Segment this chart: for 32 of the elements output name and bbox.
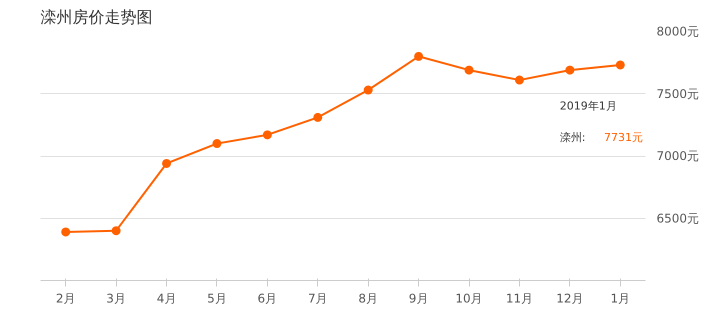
x-tick-label: 12月 bbox=[556, 292, 584, 306]
point bbox=[514, 76, 524, 85]
annotation: 滦州: bbox=[560, 130, 586, 144]
chart-title: 滦州房价走势图 bbox=[40, 8, 152, 26]
point bbox=[313, 112, 322, 122]
x-tick-label: 3月 bbox=[106, 292, 126, 306]
x-tick-label: 6月 bbox=[258, 292, 278, 306]
point bbox=[61, 227, 70, 236]
point bbox=[364, 86, 373, 95]
x-tick-label: 2月 bbox=[56, 292, 76, 306]
point bbox=[464, 66, 474, 75]
x-tick-label: 9月 bbox=[408, 292, 428, 306]
x-tick-label: 10月 bbox=[455, 292, 483, 306]
point bbox=[212, 139, 222, 148]
x-tick-label: 5月 bbox=[207, 292, 227, 306]
point bbox=[565, 66, 574, 75]
y-tick-label: 7000元 bbox=[656, 149, 700, 163]
x-tick-label: 1月 bbox=[610, 292, 630, 306]
point bbox=[616, 60, 625, 70]
annotation: 7731元 bbox=[604, 130, 643, 144]
point bbox=[162, 158, 172, 168]
x-tick-label: 4月 bbox=[156, 292, 176, 306]
y-tick-label: 7500元 bbox=[656, 86, 700, 101]
point bbox=[262, 130, 272, 140]
point bbox=[414, 52, 424, 61]
point bbox=[112, 226, 121, 236]
y-tick-label: 8000元 bbox=[656, 24, 700, 38]
y-tick-label: 6500元 bbox=[656, 211, 700, 226]
x-tick-label: 7月 bbox=[308, 292, 328, 306]
x-tick-label: 8月 bbox=[358, 292, 378, 306]
annotation: 2019年1月 bbox=[560, 100, 617, 113]
x-tick-label: 11月 bbox=[506, 292, 534, 306]
